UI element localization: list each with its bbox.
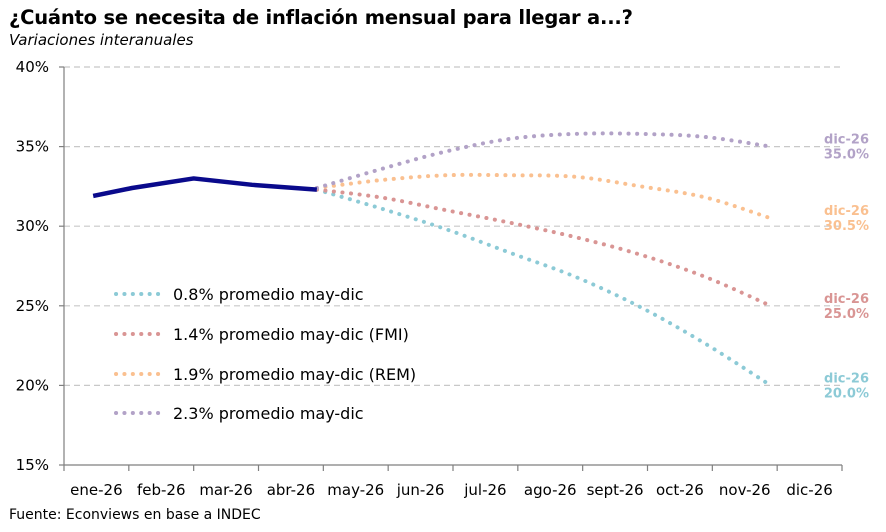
- legend-label: 2.3% promedio may-dic: [173, 404, 364, 423]
- x-tick-label: feb-26: [137, 481, 186, 499]
- end-label-value: 30.5%: [824, 219, 869, 234]
- end-label-period: dic-26: [824, 371, 869, 386]
- end-label-period: dic-26: [824, 133, 869, 148]
- y-tick-label: 15%: [16, 456, 49, 474]
- end-label-value: 25.0%: [824, 307, 869, 322]
- legend: 0.8% promedio may-dic 1.4% promedio may-d…: [114, 285, 416, 423]
- legend-label: 1.4% promedio may-dic (FMI): [173, 325, 409, 344]
- x-tick-label: oct-26: [656, 481, 704, 499]
- x-tick-label: ago-26: [524, 481, 577, 499]
- y-tick-label: 20%: [16, 376, 49, 394]
- x-axis-tick-labels: ene-26 feb-26 mar-26 abr-26 may-26 jun-26 jul-…: [70, 481, 833, 499]
- series-line-2: [314, 187, 773, 308]
- chart-title: ¿Cuánto se necesita de inflación mensual…: [9, 6, 633, 29]
- x-tick-label: nov-26: [719, 481, 771, 499]
- end-label-value: 20.0%: [824, 386, 869, 401]
- x-tick-label: mar-26: [199, 481, 253, 499]
- x-tick-label: ene-26: [70, 481, 122, 499]
- y-tick-label: 30%: [16, 217, 49, 235]
- x-tick-label: dic-26: [786, 481, 832, 499]
- series-line-1: [314, 187, 773, 388]
- x-tick-label: sept-26: [587, 481, 644, 499]
- series-line-3: [314, 172, 773, 221]
- legend-label: 0.8% promedio may-dic: [173, 285, 364, 304]
- y-axis-tick-labels: 15% 20% 25% 30% 35% 40%: [16, 58, 49, 474]
- end-label-period: dic-26: [824, 292, 869, 307]
- series-lines: [92, 131, 773, 388]
- axes: [59, 66, 843, 471]
- x-tick-label: abr-26: [267, 481, 315, 499]
- chart-subtitle: Variaciones interanuales: [9, 31, 194, 49]
- end-labels: dic-2635.0%dic-2630.5%dic-2625.0%dic-262…: [824, 133, 869, 402]
- y-tick-label: 40%: [16, 58, 49, 76]
- end-label-period: dic-26: [824, 204, 869, 219]
- y-tick-label: 25%: [16, 297, 49, 315]
- legend-label: 1.9% promedio may-dic (REM): [173, 365, 416, 384]
- series-line-4: [314, 131, 773, 190]
- y-tick-label: 35%: [16, 138, 49, 156]
- x-tick-label: jul-26: [463, 481, 506, 499]
- x-tick-label: jun-26: [396, 481, 445, 499]
- end-label-value: 35.0%: [824, 148, 869, 163]
- x-tick-label: may-26: [327, 481, 384, 499]
- source-note: Fuente: Econviews en base a INDEC: [9, 507, 261, 523]
- actual-series-line: [92, 176, 318, 199]
